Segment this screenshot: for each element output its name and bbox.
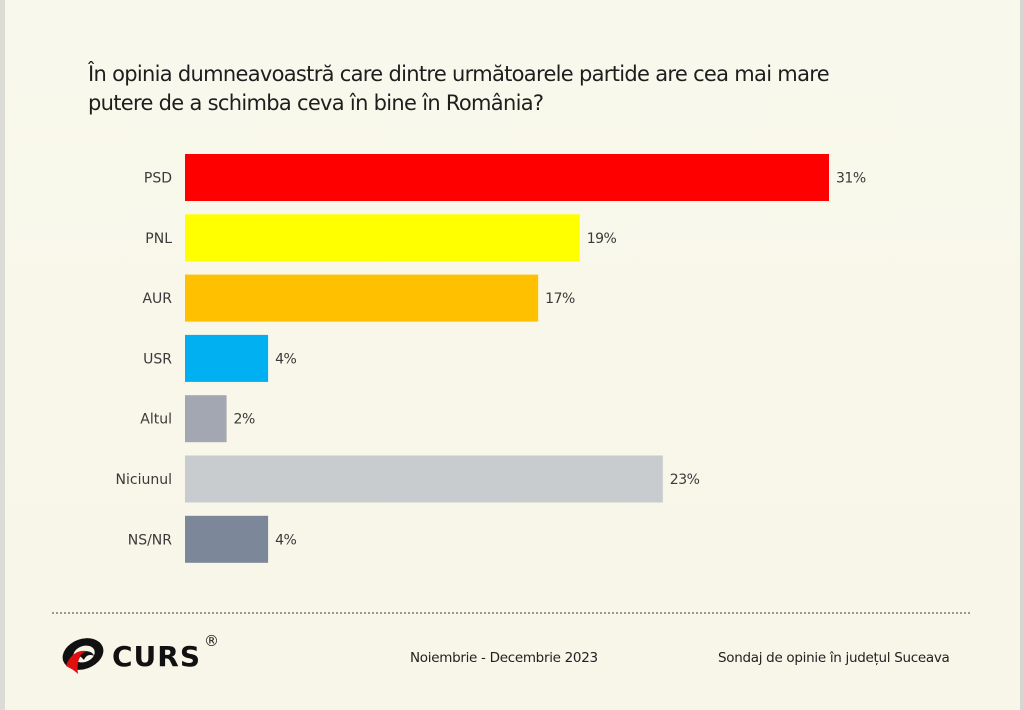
bar-pnl [185,214,580,262]
chart-title-line-1: În opinia dumneavoastră care dintre urmă… [88,62,830,86]
chart-title: În opinia dumneavoastră care dintre urmă… [88,60,1008,118]
category-label-pnl: PNL [145,231,172,247]
bar-altul [185,395,227,443]
logo-text: CURS [112,639,202,673]
curs-logo: CURS ® [60,632,220,676]
chart-title-line-2: putere de a schimba ceva în bine în Româ… [88,91,544,115]
registered-mark: ® [204,632,220,650]
category-label-aur: AUR [142,291,172,307]
bar-niciunul [185,455,663,503]
survey-period: Noiembrie - Decembrie 2023 [410,650,598,666]
data-label-aur: 17% [545,291,575,307]
data-label-ns-nr: 4% [275,532,296,548]
data-label-psd: 31% [836,171,866,187]
bar-ns-nr [185,515,269,563]
data-label-niciunul: 23% [670,472,700,488]
data-label-usr: 4% [275,351,296,367]
category-label-niciunul: Niciunul [116,472,172,488]
bar-chart: PSD 31% PNL 19% AUR 17% USR 4% Altul 2% Niciunul 23… [116,154,866,563]
bar-usr [185,334,269,382]
category-label-psd: PSD [144,171,172,187]
category-label-altul: Altul [140,412,172,428]
survey-description: Sondaj de opinie în județul Suceava [718,650,950,666]
category-label-usr: USR [143,351,172,367]
footer-divider [52,612,970,614]
curs-logo-icon [62,638,104,674]
bar-psd [185,154,829,201]
data-label-pnl: 19% [587,231,617,247]
bar-aur [185,274,539,322]
data-label-altul: 2% [234,412,255,428]
category-label-ns-nr: NS/NR [128,532,173,548]
